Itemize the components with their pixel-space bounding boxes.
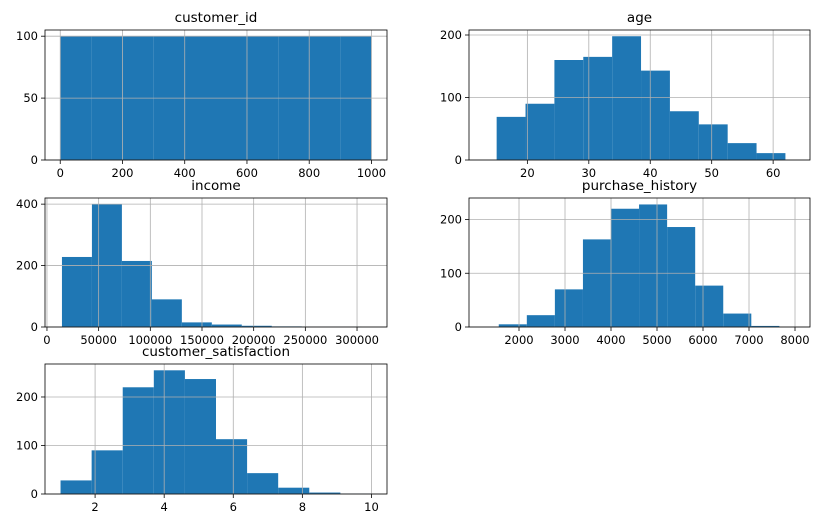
bar <box>247 473 279 494</box>
bar <box>698 124 728 160</box>
y-tick-label: 200 <box>440 213 462 227</box>
bar <box>611 208 640 327</box>
x-tick-label: 250000 <box>283 333 327 347</box>
x-tick-label: 100000 <box>128 333 172 347</box>
bar <box>727 143 757 160</box>
y-tick-label: 0 <box>455 153 462 167</box>
subplot-title: age <box>627 10 652 26</box>
y-tick-label: 400 <box>16 197 38 211</box>
y-tick-label: 100 <box>440 266 462 280</box>
bar <box>91 450 123 494</box>
bar <box>184 379 216 494</box>
x-tick-label: 50 <box>704 166 719 180</box>
x-tick-label: 150000 <box>180 333 224 347</box>
subplot-title: income <box>191 178 240 194</box>
x-tick-label: 300000 <box>335 333 379 347</box>
x-tick-label: 7000 <box>734 333 763 347</box>
axes-frame <box>44 29 388 161</box>
bar <box>278 487 310 494</box>
x-tick-label: 10 <box>364 500 379 514</box>
x-tick-label: 2000 <box>504 333 533 347</box>
y-tick-label: 200 <box>16 259 38 273</box>
subplot-title: purchase_history <box>582 178 697 194</box>
subplot-title: customer_id <box>175 10 258 26</box>
bar <box>669 111 699 160</box>
y-tick-label: 50 <box>23 91 38 105</box>
bar <box>216 439 248 494</box>
bar <box>151 299 182 327</box>
y-tick-label: 0 <box>455 320 462 334</box>
axes-frame <box>468 197 811 328</box>
bar <box>309 492 341 494</box>
x-tick-label: 800 <box>298 166 320 180</box>
bar <box>211 324 242 327</box>
bar <box>612 36 642 160</box>
y-tick-label: 0 <box>31 487 38 501</box>
x-tick-label: 0 <box>43 333 50 347</box>
x-tick-label: 30 <box>581 166 596 180</box>
bar <box>582 239 612 327</box>
bar <box>554 289 583 327</box>
x-tick-label: 8 <box>299 500 306 514</box>
x-tick-label: 0 <box>57 166 64 180</box>
bar <box>498 324 527 327</box>
y-tick-label: 100 <box>16 438 38 452</box>
bar <box>526 315 555 327</box>
x-tick-label: 40 <box>643 166 658 180</box>
bar <box>153 370 185 494</box>
bar <box>61 256 92 327</box>
x-tick-label: 1000 <box>357 166 386 180</box>
x-tick-label: 200 <box>112 166 134 180</box>
bar <box>695 285 724 327</box>
bar <box>723 313 752 327</box>
bar <box>60 480 92 494</box>
subplot-title: customer_satisfaction <box>142 344 290 360</box>
y-tick-label: 100 <box>16 29 38 43</box>
bar <box>121 260 152 327</box>
y-tick-label: 100 <box>440 91 462 105</box>
bar <box>496 116 526 160</box>
bar <box>641 70 670 160</box>
x-tick-label: 20 <box>520 166 535 180</box>
bar <box>751 325 780 327</box>
bar <box>756 153 786 160</box>
y-tick-label: 0 <box>31 320 38 334</box>
x-tick-label: 4000 <box>596 333 625 347</box>
bar <box>554 60 584 160</box>
axes-frame <box>44 363 388 495</box>
bar <box>181 322 212 327</box>
x-tick-label: 50000 <box>80 333 117 347</box>
x-tick-label: 60 <box>766 166 781 180</box>
x-tick-label: 5000 <box>642 333 671 347</box>
bar <box>583 56 613 160</box>
x-tick-label: 400 <box>174 166 196 180</box>
x-tick-label: 3000 <box>550 333 579 347</box>
x-tick-label: 200000 <box>232 333 276 347</box>
bar <box>122 387 154 494</box>
x-tick-label: 6 <box>230 500 237 514</box>
y-tick-label: 0 <box>31 153 38 167</box>
bar <box>525 103 555 160</box>
y-tick-label: 200 <box>16 390 38 404</box>
x-tick-label: 6000 <box>688 333 717 347</box>
x-tick-label: 2 <box>91 500 98 514</box>
x-tick-label: 600 <box>236 166 258 180</box>
bar <box>639 204 668 327</box>
axes-frame <box>468 29 811 161</box>
x-tick-label: 4 <box>161 500 168 514</box>
bar <box>241 325 272 327</box>
bar <box>667 227 696 327</box>
axes-frame <box>44 197 388 328</box>
x-tick-label: 8000 <box>780 333 809 347</box>
y-tick-label: 200 <box>440 28 462 42</box>
